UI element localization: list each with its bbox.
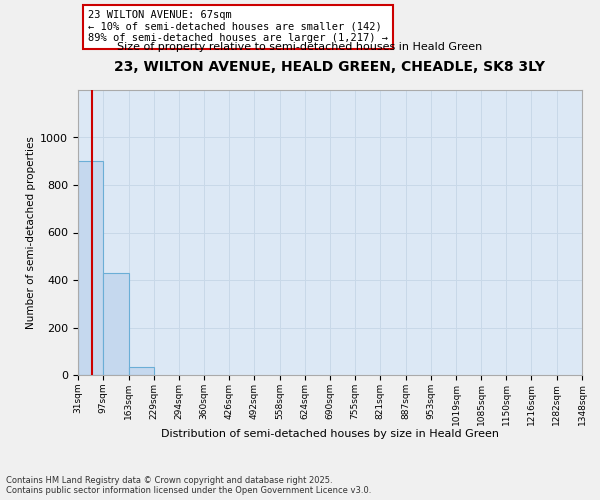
Text: 23 WILTON AVENUE: 67sqm
← 10% of semi-detached houses are smaller (142)
89% of s: 23 WILTON AVENUE: 67sqm ← 10% of semi-de… — [88, 10, 388, 43]
Bar — [78, 161, 103, 375]
Bar — [128, 366, 154, 375]
X-axis label: Distribution of semi-detached houses by size in Heald Green: Distribution of semi-detached houses by … — [161, 429, 499, 439]
Text: Size of property relative to semi-detached houses in Heald Green: Size of property relative to semi-detach… — [118, 42, 482, 52]
Title: 23, WILTON AVENUE, HEALD GREEN, CHEADLE, SK8 3LY: 23, WILTON AVENUE, HEALD GREEN, CHEADLE,… — [115, 60, 545, 74]
Y-axis label: Number of semi-detached properties: Number of semi-detached properties — [26, 136, 36, 329]
Bar — [103, 273, 128, 375]
Text: Contains HM Land Registry data © Crown copyright and database right 2025.
Contai: Contains HM Land Registry data © Crown c… — [6, 476, 371, 495]
